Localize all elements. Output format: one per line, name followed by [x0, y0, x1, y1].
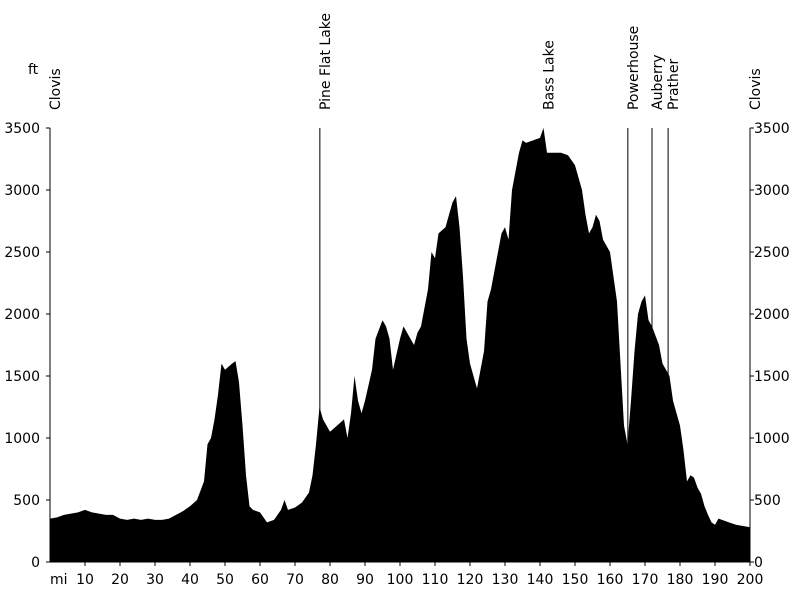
location-label: Pine Flat Lake: [318, 13, 334, 110]
location-label: Powerhouse: [626, 26, 642, 110]
x-tick-label: 130: [492, 572, 519, 588]
x-tick-label: 100: [387, 572, 414, 588]
y-tick-label: 2000: [754, 307, 790, 323]
x-tick-label: 110: [422, 572, 449, 588]
x-tick-label: 60: [251, 572, 269, 588]
x-tick-label: 190: [702, 572, 729, 588]
y-tick-label: 3000: [754, 183, 790, 199]
y-tick-label: 0: [31, 555, 40, 571]
elevation-area: [50, 128, 750, 562]
location-label: Auberry: [650, 54, 666, 110]
y-tick-label: 3500: [754, 121, 790, 137]
x-tick-label: 170: [632, 572, 659, 588]
x-tick-label: 70: [286, 572, 304, 588]
x-tick-label: 160: [597, 572, 624, 588]
y-tick-label: 2500: [754, 245, 790, 261]
location-label: Clovis: [748, 68, 764, 110]
x-tick-label: 200: [737, 572, 764, 588]
x-tick-label: 120: [457, 572, 484, 588]
x-tick-label: 40: [181, 572, 199, 588]
x-tick-label: 10: [76, 572, 94, 588]
location-label: Clovis: [48, 68, 64, 110]
x-tick-label: 50: [216, 572, 234, 588]
x-tick-label: 140: [527, 572, 554, 588]
x-tick-label: 180: [667, 572, 694, 588]
location-label: Bass Lake: [542, 40, 558, 110]
x-tick-label: 90: [356, 572, 374, 588]
y-tick-label: 3000: [4, 183, 40, 199]
x-tick-label: 80: [321, 572, 339, 588]
y-tick-label: 1000: [4, 431, 40, 447]
y-tick-label: 1000: [754, 431, 790, 447]
y-tick-label: 1500: [4, 369, 40, 385]
x-tick-label: 30: [146, 572, 164, 588]
y-tick-label: 1500: [754, 369, 790, 385]
y-tick-label: 500: [13, 493, 40, 509]
y-tick-label: 0: [754, 555, 763, 571]
y-tick-label: 500: [754, 493, 781, 509]
y-axis-label: ft: [28, 62, 39, 78]
x-tick-label: 150: [562, 572, 589, 588]
y-tick-label: 2500: [4, 245, 40, 261]
x-axis-label: mi: [50, 572, 68, 588]
y-tick-label: 2000: [4, 307, 40, 323]
location-label: Prather: [666, 58, 682, 110]
x-tick-label: 20: [111, 572, 129, 588]
y-tick-label: 3500: [4, 121, 40, 137]
